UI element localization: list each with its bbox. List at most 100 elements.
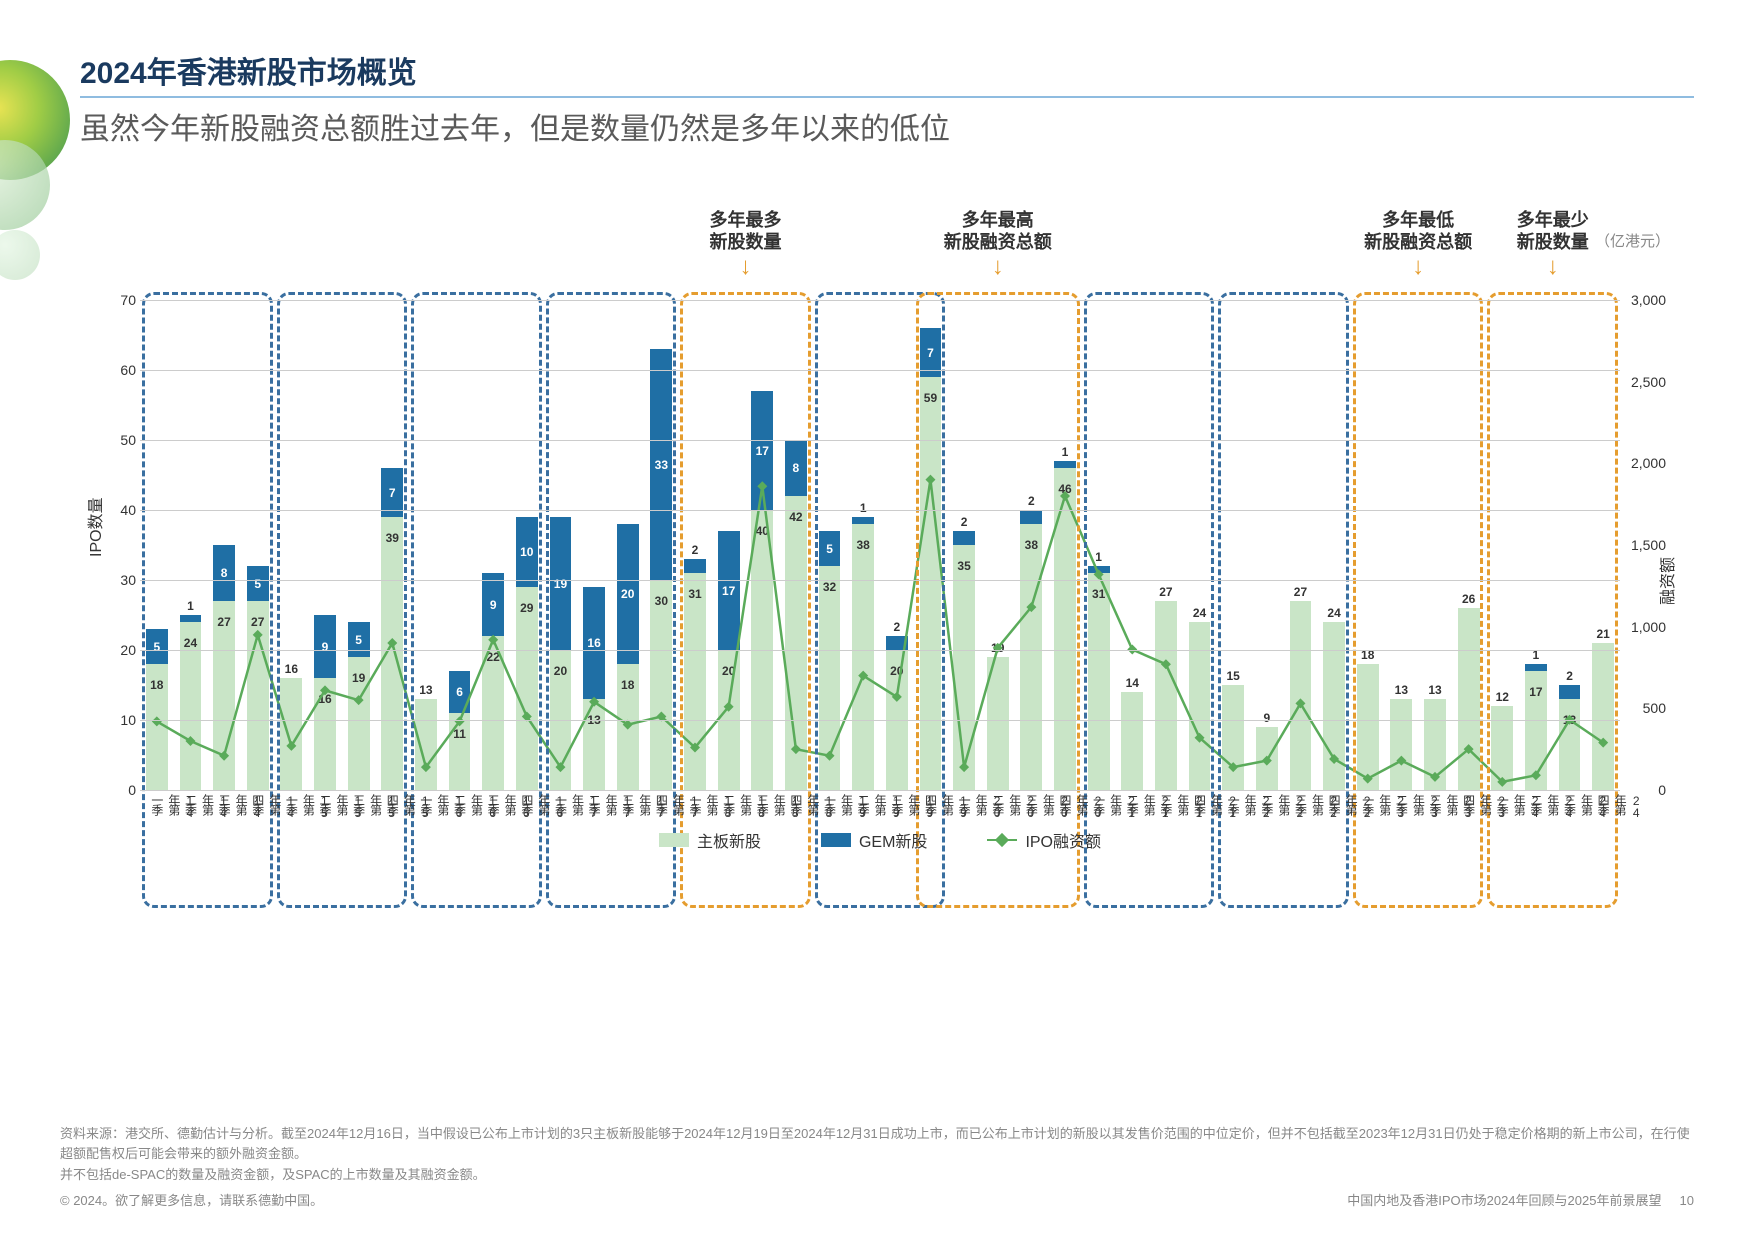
bar-group: 169: [314, 300, 336, 790]
bar-group: 26: [1458, 300, 1480, 790]
bar-mainboard: [1323, 622, 1345, 790]
callout-label: 多年最高新股融资总额↓: [938, 210, 1058, 282]
bar-label-mainboard: 19: [348, 671, 370, 685]
footer-doctitle: 中国内地及香港IPO市场2024年回顾与2025年前景展望: [1347, 1193, 1661, 1208]
bar-label-mainboard: 9: [1256, 711, 1278, 725]
gridline: [140, 650, 1620, 651]
gridline: [140, 580, 1620, 581]
page-subtitle: 虽然今年新股融资总额胜过去年，但是数量仍然是多年以来的低位: [80, 104, 1694, 148]
gridline: [140, 790, 1620, 791]
bar-group: 2017: [718, 300, 740, 790]
bar-mainboard: [449, 713, 471, 790]
bar-mainboard: [213, 601, 235, 790]
bar-mainboard: [852, 524, 874, 790]
ytick-right: 0: [1658, 782, 1666, 798]
bar-label-mainboard: 30: [650, 594, 672, 608]
bar-label-mainboard: 12: [1491, 690, 1513, 704]
bar-group: 2019: [550, 300, 572, 790]
bar-label-mainboard: 19: [987, 641, 1009, 655]
legend-gem: GEM新股: [821, 828, 927, 852]
bar-mainboard: [1155, 601, 1177, 790]
bar-group: 311: [1088, 300, 1110, 790]
bar-label-mainboard: 18: [146, 678, 168, 692]
legend-line: .legend .line-swatch::after{background:#…: [987, 828, 1101, 852]
bar-mainboard: [1222, 685, 1244, 790]
gridline: [140, 300, 1620, 301]
bar-label-gem: 1: [1054, 445, 1076, 459]
bar-mainboard: [1491, 706, 1513, 790]
bar-mainboard: [516, 587, 538, 790]
ytick-left: 0: [100, 782, 136, 798]
bar-label-mainboard: 38: [852, 538, 874, 552]
bar-group: 229: [482, 300, 504, 790]
chart: 多年最多新股数量↓多年最高新股融资总额↓多年最低新股融资总额↓多年最少新股数量↓…: [90, 230, 1670, 850]
bar-label-mainboard: 27: [1290, 585, 1312, 599]
bar-label-gem: 5: [247, 577, 269, 591]
bar-group: 27: [1290, 300, 1312, 790]
page-number: 10: [1680, 1193, 1694, 1208]
bar-gem: [1088, 566, 1110, 573]
bar-label-gem: 1: [1088, 550, 1110, 564]
bar-group: 185: [146, 300, 168, 790]
bar-group: 18: [1357, 300, 1379, 790]
bar-group: 132: [1559, 300, 1581, 790]
x-category-label: 24年第四季: [1595, 794, 1643, 818]
bar-label-gem: 8: [785, 461, 807, 475]
bar-mainboard: [381, 517, 403, 790]
bar-label-mainboard: 20: [886, 664, 908, 678]
bar-group: 21: [1592, 300, 1614, 790]
bar-gem: [1559, 685, 1581, 699]
bar-label-gem: 7: [381, 486, 403, 500]
right-axis-unit: （亿港元）: [1595, 230, 1670, 251]
bar-group: 12: [1491, 300, 1513, 790]
bar-mainboard: [1054, 468, 1076, 790]
ytick-right: 500: [1643, 700, 1666, 716]
bar-group: 13: [1424, 300, 1446, 790]
ytick-right: 2,500: [1631, 374, 1666, 390]
callout-label: 多年最低新股融资总额↓: [1358, 210, 1478, 282]
bar-mainboard: [1592, 643, 1614, 790]
bar-label-gem: 9: [482, 598, 504, 612]
bar-group: 325: [819, 300, 841, 790]
bar-label-gem: 9: [314, 640, 336, 654]
bar-label-mainboard: 17: [1525, 685, 1547, 699]
bar-label-mainboard: 16: [280, 662, 302, 676]
bar-group: 15: [1222, 300, 1244, 790]
bar-label-gem: 2: [684, 543, 706, 557]
bar-label-gem: 2: [1020, 494, 1042, 508]
bar-mainboard: [415, 699, 437, 790]
bar-mainboard: [1390, 699, 1412, 790]
bar-label-gem: 20: [617, 587, 639, 601]
bar-gem: [684, 559, 706, 573]
ytick-left: 60: [100, 362, 136, 378]
bar-mainboard: [1424, 699, 1446, 790]
bar-mainboard: [247, 601, 269, 790]
bar-label-mainboard: 11: [449, 727, 471, 741]
bar-mainboard: [987, 657, 1009, 790]
callout-label: 多年最多新股数量↓: [685, 210, 805, 282]
bar-label-gem: 17: [751, 444, 773, 458]
bar-gem: [852, 517, 874, 524]
title-block: 2024年香港新股市场概览 虽然今年新股融资总额胜过去年，但是数量仍然是多年以来…: [80, 48, 1694, 148]
bar-mainboard: [684, 573, 706, 790]
bar-mainboard: [1121, 692, 1143, 790]
bar-gem: [1054, 461, 1076, 468]
bar-label-mainboard: 35: [953, 559, 975, 573]
bar-group: 9: [1256, 300, 1278, 790]
bar-label-gem: 2: [886, 620, 908, 634]
bar-label-gem: 8: [213, 566, 235, 580]
bar-label-mainboard: 38: [1020, 538, 1042, 552]
ytick-left: 70: [100, 292, 136, 308]
bar-label-gem: 2: [1559, 669, 1581, 683]
bar-group: 27 8: [213, 300, 235, 790]
bar-group: 20 2: [886, 300, 908, 790]
bar-gem: [180, 615, 202, 622]
ytick-left: 50: [100, 432, 136, 448]
legend: 主板新股 GEM新股 .legend .line-swatch::after{b…: [90, 828, 1670, 852]
bar-group: 597: [920, 300, 942, 790]
bar-mainboard: [1290, 601, 1312, 790]
bar-label-gem: 16: [583, 636, 605, 650]
bar-label-mainboard: 27: [213, 615, 235, 629]
footer-source-2: 并不包括de-SPAC的数量及融资金额，及SPAC的上市数量及其融资金额。: [60, 1165, 1694, 1185]
footer-source-1: 资料来源：港交所、德勤估计与分析。截至2024年12月16日，当中假设已公布上市…: [60, 1124, 1694, 1163]
